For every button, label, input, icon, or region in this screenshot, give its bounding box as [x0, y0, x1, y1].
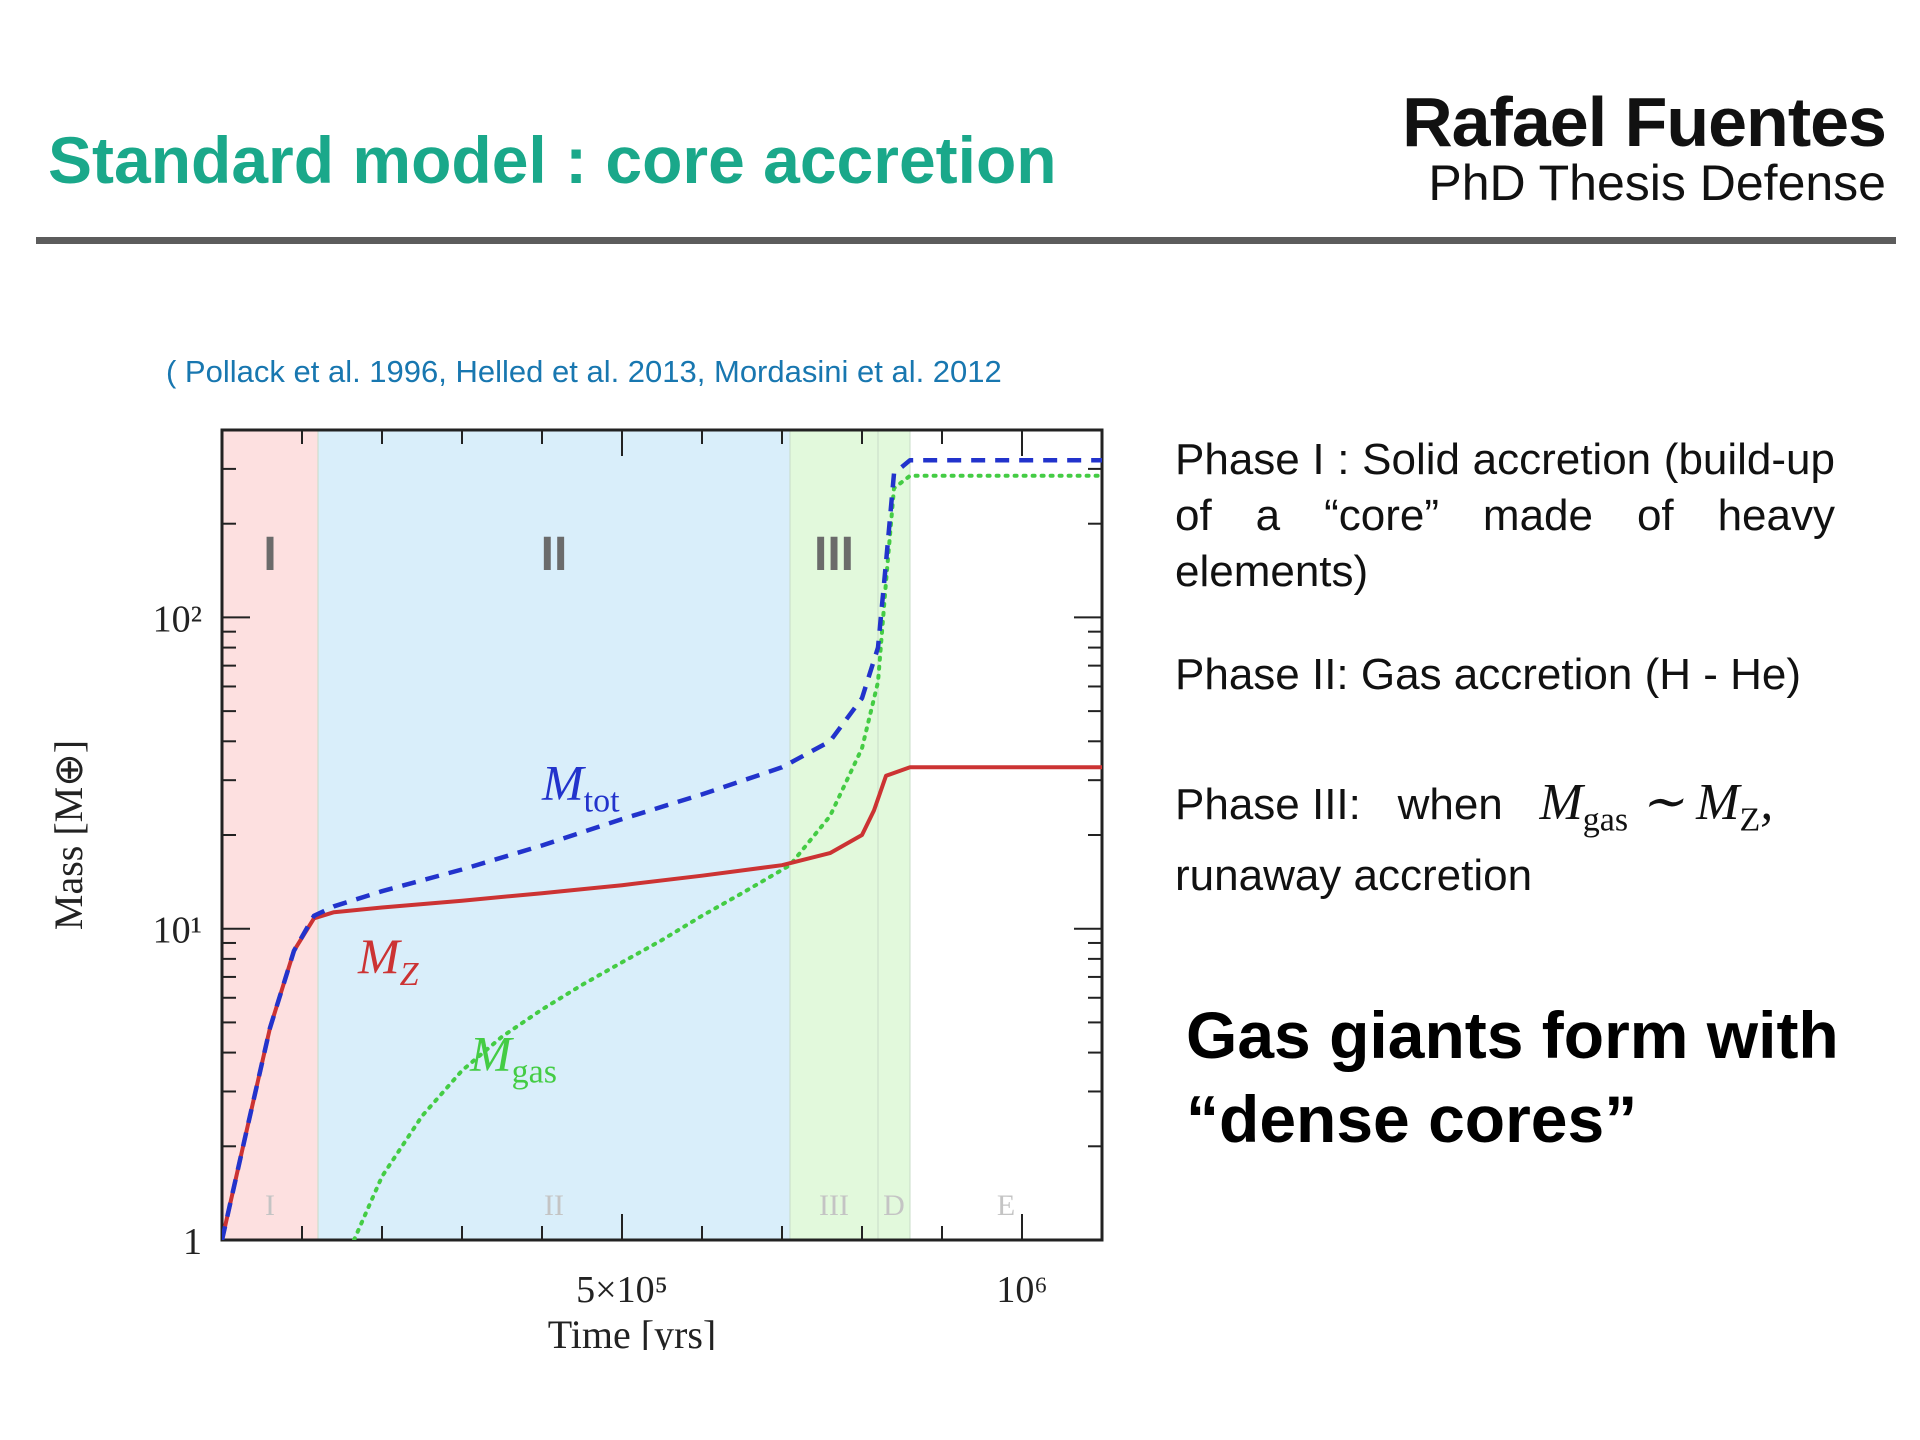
x-axis-label: Time [yrs] [548, 1312, 717, 1350]
header-divider [36, 237, 1896, 244]
series-label-m-gas: Mgas [469, 1026, 557, 1091]
plot-frame [220, 428, 1104, 1242]
phase-band-4 [878, 430, 910, 1240]
conclusion: Gas giants form with “dense cores” [1186, 993, 1839, 1161]
phase-small-label-5: E [997, 1189, 1015, 1222]
x-tick-label: 5×10⁵ [576, 1269, 668, 1311]
series-label-m-tot: Mtot [541, 755, 620, 820]
phase1-description: Phase I : Solid accretion (build-up of a… [1175, 435, 1835, 596]
phase3-condition: Phase III: when Mgas ∼ MZ, [1175, 774, 1774, 839]
phase2-description: Phase II: Gas accretion (H - He) [1175, 650, 1801, 699]
phase3-tail: runaway accretion [1175, 851, 1533, 901]
mass-gas-symbol: Mgas [1539, 774, 1629, 839]
phase-label-3: III [814, 528, 854, 581]
y-tick-label: 10² [153, 598, 202, 640]
y-axis-label: Mass [M⊕] [46, 740, 91, 930]
phase-band-1 [222, 430, 318, 1240]
phase-small-label-2: II [544, 1189, 564, 1222]
phase-band-5 [910, 430, 1102, 1240]
phase3-when: when [1397, 780, 1503, 829]
phase-small-label-4: D [883, 1189, 905, 1222]
sim-symbol: ∼ [1640, 774, 1684, 831]
y-tick-label: 1 [183, 1221, 202, 1263]
x-tick-label: 10⁶ [996, 1269, 1047, 1311]
event-subtitle: PhD Thesis Defense [1428, 155, 1886, 211]
phase-band-2 [318, 430, 790, 1240]
y-tick-label: 10¹ [153, 910, 202, 952]
conclusion-line1: Gas giants form with [1186, 998, 1839, 1072]
phase-label-1: I [263, 528, 276, 581]
series-line-m-tot [222, 457, 1102, 1240]
mass-z-symbol: MZ [1696, 774, 1761, 839]
phase-small-label-1: I [265, 1189, 275, 1222]
conclusion-line2: “dense cores” [1186, 1082, 1638, 1156]
author-name: Rafael Fuentes [1402, 83, 1887, 161]
slide-title: Standard model : core accretion [48, 123, 1057, 197]
phase3-description: Phase III: when Mgas ∼ MZ, runaway accre… [1175, 775, 1835, 904]
phase3-lead: Phase III: [1175, 780, 1361, 829]
phase-small-label-3: III [819, 1189, 849, 1222]
phase-label-2: II [541, 528, 568, 581]
references: ( Pollack et al. 1996, Helled et al. 201… [166, 354, 1002, 389]
series-label-m-z: MZ [357, 928, 420, 993]
